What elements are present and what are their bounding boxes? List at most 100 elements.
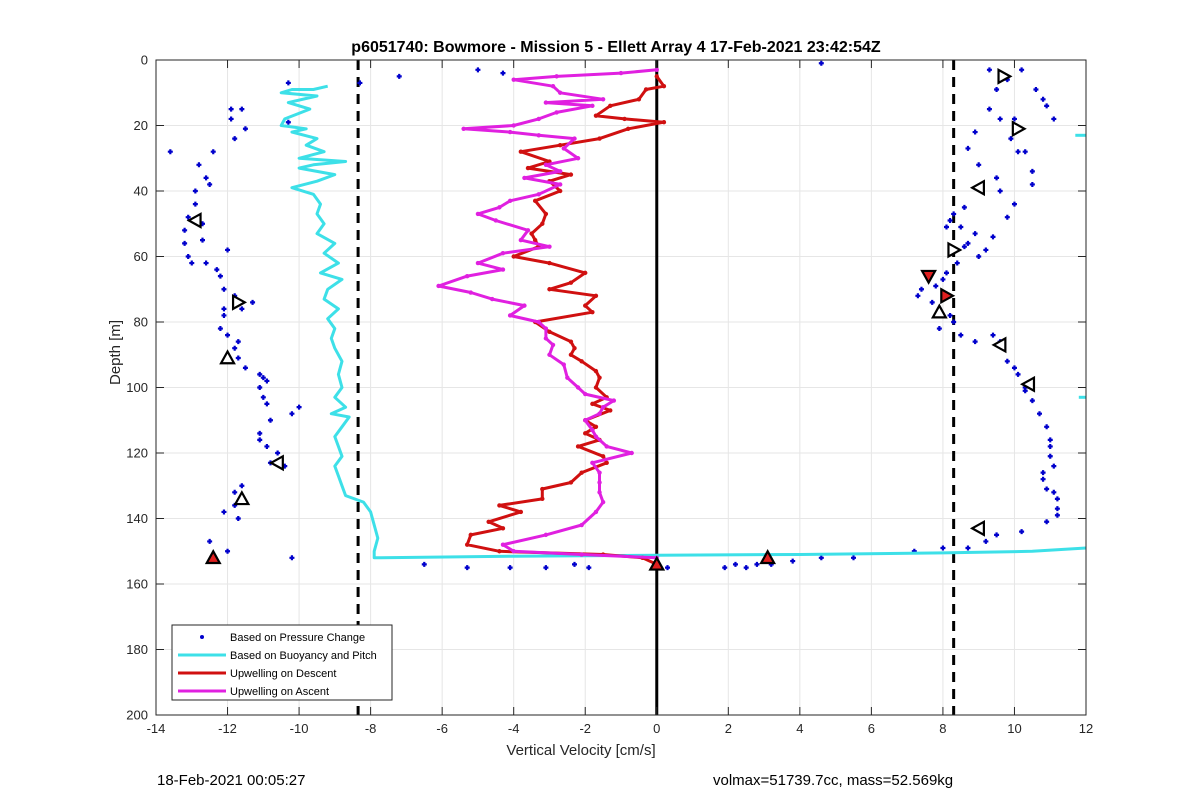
x-tick-label: 12	[1079, 721, 1093, 736]
data-point	[818, 60, 824, 66]
x-tick-label: -12	[218, 721, 237, 736]
data-point	[1044, 519, 1050, 525]
series-point	[661, 120, 667, 125]
data-point	[239, 106, 245, 112]
series-point	[543, 336, 549, 341]
series-point	[543, 326, 549, 331]
triangle-markers	[186, 68, 1036, 571]
data-point	[357, 80, 363, 86]
series-point	[579, 359, 584, 364]
data-point	[572, 561, 577, 567]
data-point	[232, 489, 238, 495]
series-point	[500, 526, 506, 531]
marker-triangle	[233, 490, 251, 506]
series-point	[464, 542, 470, 547]
data-point	[972, 339, 978, 345]
series-point	[536, 319, 541, 325]
data-point	[1008, 136, 1014, 142]
data-point	[1037, 411, 1042, 417]
marker-triangle	[969, 519, 985, 537]
data-point	[586, 565, 592, 571]
data-point	[289, 411, 295, 417]
marker-triangle	[759, 549, 777, 565]
data-point	[1044, 103, 1050, 109]
x-tick-label: -14	[147, 721, 166, 736]
series-point	[540, 496, 545, 502]
series-point	[518, 237, 524, 243]
data-point	[464, 565, 470, 571]
x-tick-label: 0	[653, 721, 660, 736]
series-point	[522, 175, 527, 181]
data-point	[961, 244, 967, 250]
y-tick-label: 80	[134, 315, 148, 330]
series-point	[500, 251, 506, 256]
data-point	[285, 80, 291, 86]
series-point	[572, 136, 577, 141]
data-point	[475, 67, 481, 73]
marker-triangle	[219, 349, 236, 365]
legend-label: Upwelling on Ascent	[230, 686, 329, 698]
series-point	[511, 549, 516, 554]
data-point	[1047, 443, 1053, 449]
footer-stats: volmax=51739.7cc, mass=52.569kg	[713, 772, 954, 789]
data-point	[790, 558, 796, 564]
series-point	[590, 401, 595, 407]
data-point	[994, 175, 1000, 181]
series-point	[593, 293, 599, 298]
data-point	[1054, 506, 1060, 512]
data-point	[1015, 149, 1021, 155]
series-point	[536, 192, 541, 197]
series-point	[540, 221, 545, 226]
series-point	[568, 280, 574, 285]
data-point	[1033, 86, 1039, 92]
series-point	[561, 362, 566, 367]
marker-triangle	[940, 287, 956, 305]
series-point	[554, 110, 559, 115]
data-point	[207, 538, 213, 544]
data-point	[976, 254, 982, 259]
series-point	[543, 100, 549, 105]
x-tick-label: -10	[290, 721, 309, 736]
data-point	[1019, 529, 1025, 535]
series-point	[611, 398, 617, 403]
x-tick-label: -8	[365, 721, 377, 736]
series-point	[608, 103, 613, 109]
data-point	[225, 247, 231, 253]
series-point	[507, 129, 513, 135]
series-point	[593, 368, 599, 374]
series-point	[547, 244, 552, 249]
data-point	[1011, 116, 1017, 122]
marker-triangle	[186, 212, 202, 229]
series-point	[500, 267, 506, 272]
x-tick-label: -2	[579, 721, 591, 736]
series-point	[625, 126, 631, 131]
data-point	[267, 417, 273, 423]
legend-label: Based on Pressure Change	[230, 632, 365, 644]
data-point	[207, 181, 213, 187]
data-point	[214, 267, 220, 273]
data-point	[242, 365, 248, 371]
series-point	[643, 87, 649, 92]
series-point	[604, 460, 609, 466]
data-point	[210, 149, 216, 155]
legend: Based on Pressure Change Based on Buoyanc…	[171, 624, 393, 701]
data-point	[1015, 371, 1021, 377]
y-tick-label: 200	[126, 708, 148, 723]
series-point	[557, 188, 563, 194]
data-point	[940, 276, 946, 282]
series-point	[593, 113, 599, 118]
series-point	[475, 260, 481, 266]
series-point	[464, 273, 470, 279]
series-point	[608, 408, 613, 413]
data-point	[1040, 96, 1046, 102]
series-point	[636, 97, 642, 102]
series-point	[532, 198, 538, 204]
series-point	[490, 296, 495, 302]
data-point	[182, 240, 188, 246]
data-point	[997, 188, 1003, 194]
marker-triangle	[1011, 120, 1027, 138]
data-point	[929, 299, 935, 305]
data-point	[936, 326, 942, 332]
data-point	[1044, 424, 1050, 430]
data-point	[250, 299, 256, 305]
